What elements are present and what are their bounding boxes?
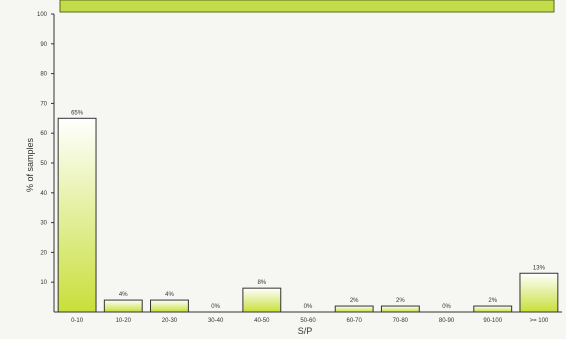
x-tick-label: 60-70: [347, 318, 363, 324]
y-tick-label: 50: [40, 161, 47, 167]
y-tick-label: 80: [40, 72, 47, 78]
bars: [57, 117, 559, 313]
bar-value-label: 0%: [442, 304, 451, 310]
x-tick-label: 30-40: [208, 318, 224, 324]
bar-value-label: 65%: [71, 110, 84, 116]
x-tick-label: 70-80: [393, 318, 409, 324]
y-tick-label: 40: [40, 191, 47, 197]
y-tick-label: 100: [37, 12, 48, 18]
y-tick-label: 10: [40, 280, 47, 286]
y-tick-label: 20: [40, 250, 47, 256]
x-tick-label: 20-30: [162, 318, 178, 324]
x-axis: 0-10 10-20 20-30 30-40 40-50 50-60 60-70 70-80 8…: [54, 311, 562, 324]
y-axis: 100 90 80 70 60 50 40 30 20 10: [37, 12, 55, 312]
bar: [519, 272, 559, 313]
bar-value-label: 13%: [533, 265, 546, 271]
x-tick-label: 10-20: [116, 318, 132, 324]
bar-value-label: 2%: [350, 298, 359, 304]
x-tick-label: 50-60: [300, 318, 316, 324]
bar: [334, 305, 374, 313]
header-band: [59, 0, 555, 13]
bar-value-label: 4%: [119, 292, 128, 298]
bar-value-label: 0%: [304, 304, 313, 310]
x-axis-label: S/P: [298, 326, 313, 336]
bar-value-label: 2%: [488, 298, 497, 304]
bar-value-label: 4%: [165, 292, 174, 298]
y-tick-label: 70: [40, 101, 47, 107]
bar-value-label: 0%: [211, 304, 220, 310]
x-tick-label: 90-100: [483, 318, 502, 324]
bar-value-label: 8%: [257, 280, 266, 286]
y-tick-label: 30: [40, 221, 47, 227]
bar: [473, 305, 513, 313]
bar-value-label: 2%: [396, 298, 405, 304]
y-tick-label: 90: [40, 42, 47, 48]
y-tick-label: 60: [40, 131, 47, 137]
bar: [57, 117, 97, 313]
bar: [242, 287, 282, 313]
bar: [103, 299, 143, 313]
y-axis-label: % of samples: [25, 137, 35, 192]
bar: [380, 305, 420, 313]
x-tick-label: 40-50: [254, 318, 270, 324]
x-tick-label: 0-10: [71, 318, 84, 324]
x-tick-label: >= 100: [530, 318, 549, 324]
data-labels: 65% 4% 4% 0% 8% 0% 2% 2% 0% 2% 13%: [71, 110, 545, 310]
bar: [150, 299, 189, 313]
x-tick-label: 80-90: [439, 318, 455, 324]
